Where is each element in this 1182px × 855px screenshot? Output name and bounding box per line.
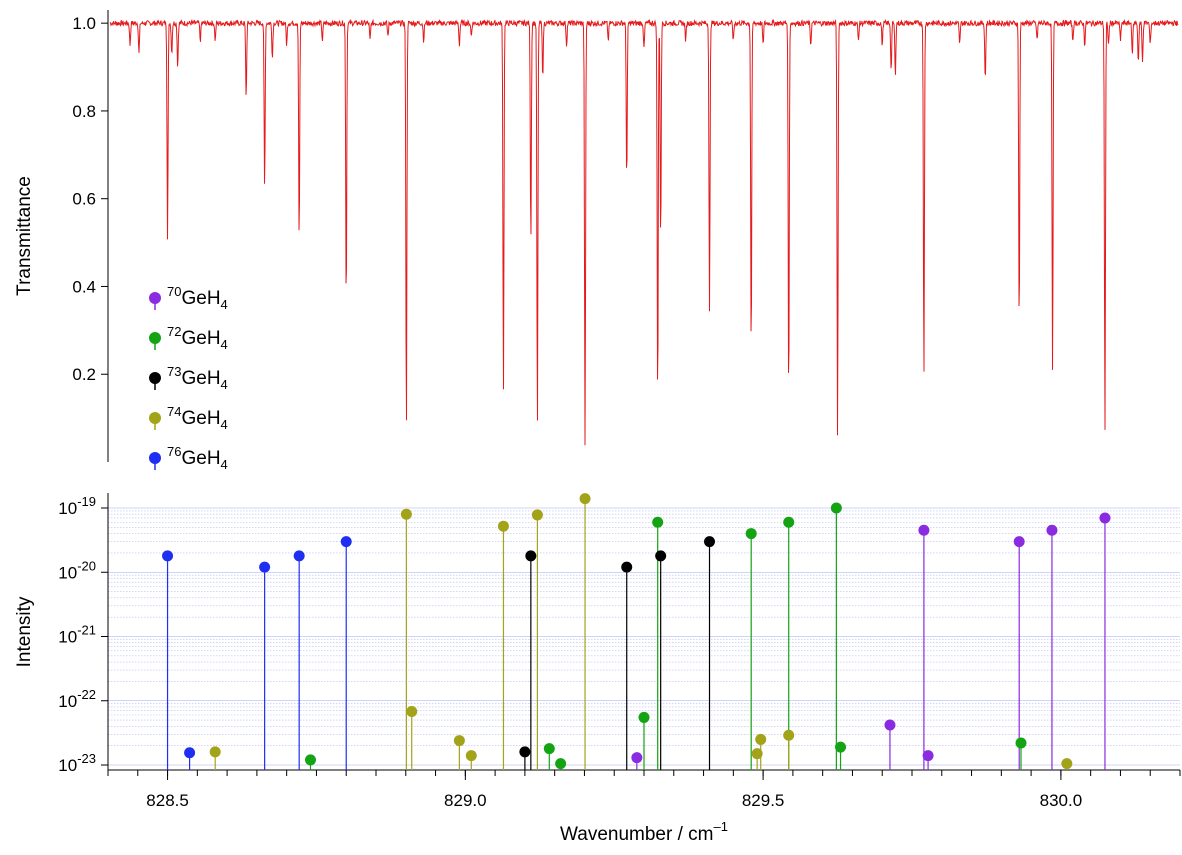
- intensity-point: [918, 524, 930, 536]
- intensity-point: [555, 758, 567, 770]
- intensity-point: [621, 561, 633, 573]
- intensity-point: [631, 752, 643, 764]
- intensity-point: [922, 750, 934, 762]
- stick-spectrum: [162, 493, 1111, 770]
- legend-label: 74GeH4: [167, 404, 228, 432]
- intensity-point: [1099, 512, 1111, 524]
- intensity-point: [783, 516, 795, 528]
- legend-marker-dot: [149, 372, 161, 384]
- intensity-point: [783, 729, 795, 741]
- wavenumber-x-ticks: 828.5 829.0 829.5 830.0: [107, 770, 1181, 810]
- intensity-point: [340, 536, 352, 548]
- intensity-point: [497, 520, 509, 532]
- intensity-panel: 10-23 10-22 10-21 10-20 10-19 828.5 829.0 829.…: [14, 493, 1181, 845]
- legend-marker-dot: [149, 412, 161, 424]
- transmittance-y-tick-label: 1.0: [72, 14, 96, 33]
- intensity-point: [259, 561, 271, 573]
- intensity-point: [751, 748, 763, 760]
- intensity-y-axis-label: Intensity: [14, 596, 35, 667]
- intensity-point: [304, 754, 316, 766]
- legend-label: 70GeH4: [167, 284, 228, 312]
- transmittance-y-tick-label: 0.4: [72, 277, 96, 296]
- intensity-point: [1046, 524, 1058, 536]
- intensity-y-tick-label: 10-20: [58, 558, 96, 582]
- intensity-point: [531, 509, 543, 521]
- intensity-point: [519, 746, 531, 758]
- transmittance-spectrum-line: [109, 18, 1179, 446]
- intensity-point: [209, 746, 221, 758]
- legend-marker-dot: [149, 452, 161, 464]
- intensity-point: [755, 733, 767, 745]
- isotope-legend: 70GeH4 72GeH4 73GeH4 74GeH4 76GeH4: [149, 284, 228, 472]
- wavenumber-x-axis-label: Wavenumber / cm–1: [560, 819, 728, 845]
- intensity-point: [652, 516, 664, 528]
- transmittance-y-axis-label: Transmittance: [14, 176, 35, 296]
- intensity-point: [465, 750, 477, 762]
- intensity-gridlines: [108, 507, 1180, 766]
- transmittance-y-tick-label: 0.6: [72, 190, 96, 209]
- wavenumber-x-tick-label: 828.5: [146, 791, 189, 810]
- transmittance-y-tick-label: 0.8: [72, 102, 96, 121]
- wavenumber-x-tick-label: 829.5: [742, 791, 785, 810]
- intensity-point: [543, 743, 555, 755]
- intensity-point: [830, 502, 842, 514]
- legend-label: 76GeH4: [167, 444, 228, 472]
- intensity-point: [162, 550, 174, 562]
- intensity-point: [400, 508, 412, 520]
- intensity-point: [704, 536, 716, 548]
- intensity-y-tick-label: 10-23: [58, 751, 96, 775]
- intensity-point: [745, 528, 757, 540]
- legend-label: 73GeH4: [167, 364, 228, 392]
- intensity-point: [525, 550, 537, 562]
- legend-marker-dot: [149, 292, 161, 304]
- transmittance-y-ticks: 0.2 0.4 0.6 0.8 1.0: [72, 14, 108, 384]
- intensity-point: [835, 741, 847, 753]
- intensity-point: [638, 711, 650, 723]
- intensity-point: [406, 706, 418, 718]
- legend-label: 72GeH4: [167, 324, 228, 352]
- intensity-point: [655, 550, 667, 562]
- legend-marker-dot: [149, 332, 161, 344]
- intensity-y-tick-label: 10-19: [58, 494, 96, 518]
- intensity-point: [884, 719, 896, 731]
- intensity-point: [184, 747, 196, 759]
- intensity-y-tick-label: 10-22: [58, 687, 96, 711]
- wavenumber-x-tick-label: 830.0: [1040, 791, 1083, 810]
- transmittance-panel: 0.2 0.4 0.6 0.8 1.0 Transmittance 70GeH4 72Ge…: [14, 10, 1179, 472]
- intensity-point: [293, 550, 305, 562]
- intensity-y-tick-label: 10-21: [58, 623, 96, 647]
- intensity-y-ticks: 10-23 10-22 10-21 10-20 10-19: [58, 494, 108, 775]
- intensity-point: [1061, 758, 1073, 770]
- wavenumber-x-tick-label: 829.0: [444, 791, 487, 810]
- intensity-point: [1015, 737, 1027, 749]
- intensity-point: [453, 735, 465, 747]
- transmittance-y-tick-label: 0.2: [72, 365, 96, 384]
- intensity-point: [579, 493, 591, 505]
- intensity-point: [1013, 536, 1025, 548]
